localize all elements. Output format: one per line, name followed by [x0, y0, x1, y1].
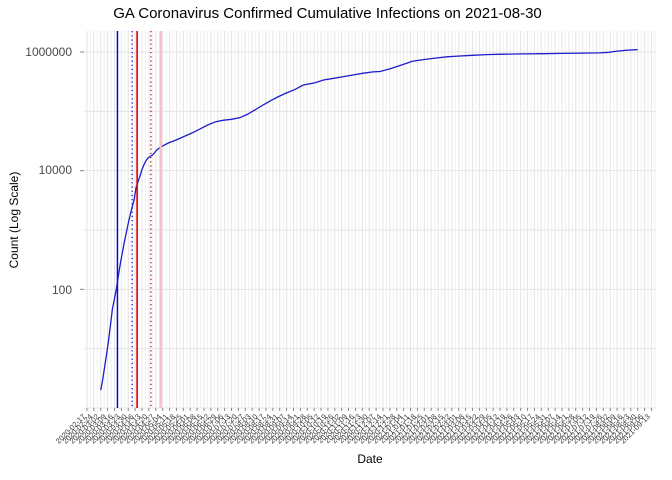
x-grid-minor — [89, 31, 656, 408]
x-axis-ticks — [86, 408, 652, 411]
x-axis-title: Date — [357, 452, 383, 466]
y-axis-ticks — [80, 51, 84, 290]
event-vlines — [116, 31, 536, 408]
y-tick-label: 100 — [51, 283, 72, 297]
chart-title: GA Coronavirus Confirmed Cumulative Infe… — [113, 5, 542, 22]
infection-curve-line — [100, 48, 638, 391]
y-tick-label: 10000 — [38, 163, 72, 177]
y-grid — [84, 51, 656, 409]
x-axis-labels: 2020-02-172020-02-242020-03-022020-03-09… — [54, 412, 652, 445]
y-tick-label: 1000000 — [25, 45, 72, 59]
x-grid-major — [86, 31, 652, 408]
